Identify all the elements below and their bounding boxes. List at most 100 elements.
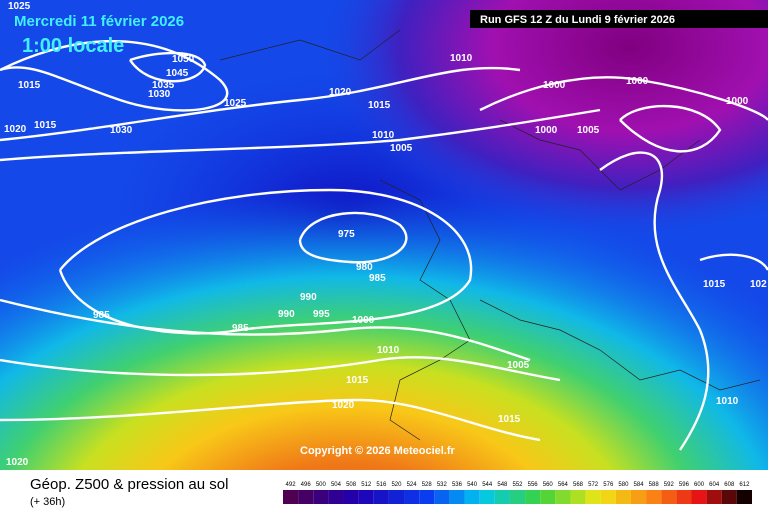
scale-cell — [328, 490, 344, 504]
isobar-label: 1030 — [110, 125, 133, 136]
isobar-label: 1020 — [329, 87, 352, 98]
isobar-label: 1000 — [726, 96, 749, 107]
scale-label: 496 — [301, 482, 312, 488]
isobar-label: 995 — [313, 309, 330, 320]
scale-label: 572 — [588, 482, 599, 488]
scale-cell — [630, 490, 647, 504]
scale-label: 560 — [543, 482, 554, 488]
isobar-label: 102 — [750, 279, 767, 290]
isobar-label: 1015 — [346, 375, 369, 386]
scale-cell — [570, 490, 586, 504]
scale-cell — [676, 490, 692, 504]
scale-cell — [283, 490, 299, 504]
map-area: 1025 1050 1045 1035 1030 1015 1015 1020 … — [0, 0, 768, 470]
isobar-label: 1010 — [450, 53, 473, 64]
scale-label: 528 — [422, 482, 433, 488]
isobar-label: 985 — [232, 323, 249, 334]
time: 1:00 locale — [22, 35, 124, 57]
isobar-label: 1005 — [577, 125, 600, 136]
isobar-label: 1020 — [332, 400, 355, 411]
isobar-label: 1010 — [716, 396, 739, 407]
scale-label: 536 — [452, 482, 463, 488]
scale-label: 568 — [573, 482, 584, 488]
isobar-label: 1000 — [626, 76, 649, 87]
run-info: Run GFS 12 Z du Lundi 9 février 2026 — [480, 14, 675, 26]
isobar-label: 1030 — [148, 89, 171, 100]
color-scale: 492 496 500 504 508 512 516 520 524 528 532 536 540 5… — [283, 482, 752, 504]
scale-cell — [419, 490, 435, 504]
isobar-label: 1015 — [368, 100, 391, 111]
scale-cell — [449, 490, 465, 504]
isobar-label: 980 — [356, 262, 373, 273]
scale-cell — [464, 490, 480, 504]
scale-label: 612 — [739, 482, 750, 488]
scale-label: 592 — [664, 482, 675, 488]
scale-label: 544 — [482, 482, 493, 488]
scale-cell — [313, 490, 329, 504]
isobar-label: 1005 — [390, 143, 413, 154]
scale-label: 540 — [467, 482, 478, 488]
scale-cell — [721, 490, 737, 504]
scale-cell — [706, 490, 722, 504]
isobar-label: 975 — [338, 229, 355, 240]
isobar-label: 1010 — [372, 130, 395, 141]
scale-cell — [646, 490, 662, 504]
footer: Géop. Z500 & pression au sol (+ 36h) 492… — [0, 470, 768, 512]
scale-label: 600 — [694, 482, 705, 488]
scale-cell — [388, 490, 405, 504]
scale-label: 576 — [603, 482, 614, 488]
scale-label: 512 — [361, 482, 372, 488]
isobar-label: 990 — [300, 292, 317, 303]
scale-label: 504 — [331, 482, 342, 488]
isobar-label: 1045 — [166, 68, 189, 79]
scale-label: 588 — [649, 482, 660, 488]
scale-cell — [298, 490, 314, 504]
scale-cell — [404, 490, 420, 504]
scale-cell — [615, 490, 631, 504]
scale-label: 552 — [512, 482, 523, 488]
isobar-label: 1000 — [535, 125, 558, 136]
scale-cell — [540, 490, 556, 504]
isobar-label: 1020 — [4, 124, 27, 135]
scale-label: 556 — [528, 482, 539, 488]
scale-label: 516 — [376, 482, 387, 488]
isobar-label: 990 — [278, 309, 295, 320]
scale-label: 492 — [286, 482, 297, 488]
scale-label: 604 — [709, 482, 720, 488]
isobar-label: 985 — [369, 273, 386, 284]
scale-label: 580 — [618, 482, 629, 488]
scale-label: 532 — [437, 482, 448, 488]
isobar-label: 1005 — [507, 360, 530, 371]
scale-cell — [736, 490, 752, 504]
scale-cell — [555, 490, 571, 504]
isobar-label: 1020 — [6, 457, 29, 468]
isobar-label: 1015 — [703, 279, 726, 290]
isobar-label: 1015 — [34, 120, 57, 131]
scale-cell — [358, 490, 374, 504]
scale-cell — [525, 490, 541, 504]
scale-cell — [691, 490, 707, 504]
scale-cell — [343, 490, 359, 504]
footer-title: Géop. Z500 & pression au sol — [30, 476, 228, 493]
scale-cell — [661, 490, 677, 504]
isobar-label: 1015 — [498, 414, 521, 425]
isobar-label: 1035 — [152, 80, 175, 91]
scale-cell — [373, 490, 389, 504]
scale-label: 596 — [679, 482, 690, 488]
isobars — [0, 40, 768, 451]
scale-cell — [600, 490, 616, 504]
isobar-label: 1025 — [224, 98, 247, 109]
scale-cell — [479, 490, 495, 504]
isobar-labels: 1025 1050 1045 1035 1030 1015 1015 1020 … — [4, 1, 767, 468]
scale-label: 548 — [497, 482, 508, 488]
isobar-label: 985 — [93, 310, 110, 321]
scale-label: 524 — [407, 482, 418, 488]
scale-cell — [585, 490, 601, 504]
scale-cell — [494, 490, 510, 504]
scale-label: 508 — [346, 482, 357, 488]
scale-label: 520 — [391, 482, 402, 488]
lead-time: (+ 36h) — [30, 496, 65, 508]
scale-cell — [509, 490, 526, 504]
isobar-label: 1010 — [377, 345, 400, 356]
